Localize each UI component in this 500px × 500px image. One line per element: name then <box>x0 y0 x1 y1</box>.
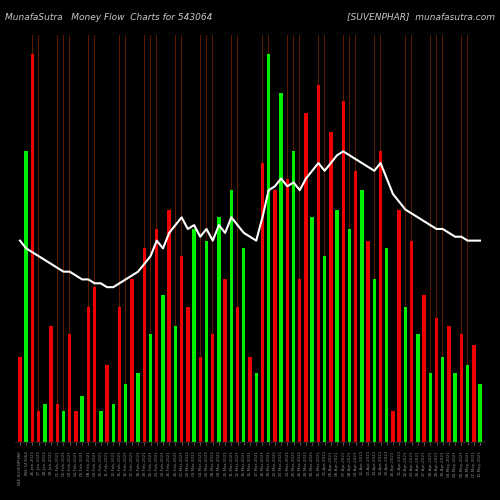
Bar <box>149 334 152 442</box>
Bar <box>323 256 326 442</box>
Bar <box>466 365 469 442</box>
Bar <box>342 101 345 442</box>
Bar <box>180 256 184 442</box>
Bar <box>56 404 59 442</box>
Bar <box>254 372 258 442</box>
Bar <box>162 295 164 442</box>
Bar <box>198 357 202 442</box>
Bar <box>260 163 264 442</box>
Bar <box>99 412 102 442</box>
Bar <box>366 240 370 442</box>
Bar <box>392 412 394 442</box>
Bar <box>348 229 351 442</box>
Bar <box>155 229 158 442</box>
Bar <box>248 357 252 442</box>
Bar <box>336 210 338 442</box>
Bar <box>447 326 450 442</box>
Bar <box>86 306 90 442</box>
Text: [SUVENPHAR]  munafasutra.com: [SUVENPHAR] munafasutra.com <box>347 12 495 22</box>
Bar <box>43 404 46 442</box>
Bar <box>472 346 476 442</box>
Bar <box>454 372 457 442</box>
Bar <box>211 334 214 442</box>
Bar <box>404 306 407 442</box>
Bar <box>93 287 96 442</box>
Bar <box>435 318 438 442</box>
Bar <box>142 248 146 442</box>
Bar <box>478 384 482 442</box>
Bar <box>80 396 84 442</box>
Bar <box>242 248 246 442</box>
Bar <box>174 326 177 442</box>
Bar <box>74 412 78 442</box>
Bar <box>428 372 432 442</box>
Bar <box>217 218 220 442</box>
Bar <box>50 326 53 442</box>
Bar <box>298 280 302 442</box>
Bar <box>372 280 376 442</box>
Bar <box>68 334 71 442</box>
Bar <box>186 306 190 442</box>
Bar <box>273 190 276 442</box>
Bar <box>224 280 227 442</box>
Bar <box>360 190 364 442</box>
Bar <box>24 152 28 443</box>
Bar <box>286 178 289 442</box>
Bar <box>118 306 121 442</box>
Bar <box>379 152 382 443</box>
Text: MunafaSutra   Money Flow  Charts for 543064: MunafaSutra Money Flow Charts for 543064 <box>5 12 212 22</box>
Bar <box>130 280 134 442</box>
Bar <box>168 210 171 442</box>
Bar <box>230 190 233 442</box>
Bar <box>329 132 332 442</box>
Bar <box>354 171 358 442</box>
Bar <box>124 384 128 442</box>
Bar <box>410 240 414 442</box>
Bar <box>236 306 240 442</box>
Bar <box>112 404 115 442</box>
Bar <box>385 248 388 442</box>
Bar <box>316 86 320 442</box>
Bar <box>398 210 401 442</box>
Bar <box>18 357 22 442</box>
Bar <box>192 229 196 442</box>
Bar <box>30 54 34 442</box>
Bar <box>460 334 463 442</box>
Bar <box>416 334 420 442</box>
Bar <box>267 54 270 442</box>
Bar <box>422 295 426 442</box>
Bar <box>292 152 295 443</box>
Bar <box>310 218 314 442</box>
Bar <box>62 412 65 442</box>
Bar <box>106 365 108 442</box>
Bar <box>136 372 140 442</box>
Bar <box>280 93 283 443</box>
Bar <box>304 112 308 442</box>
Bar <box>37 412 40 442</box>
Bar <box>205 240 208 442</box>
Bar <box>441 357 444 442</box>
